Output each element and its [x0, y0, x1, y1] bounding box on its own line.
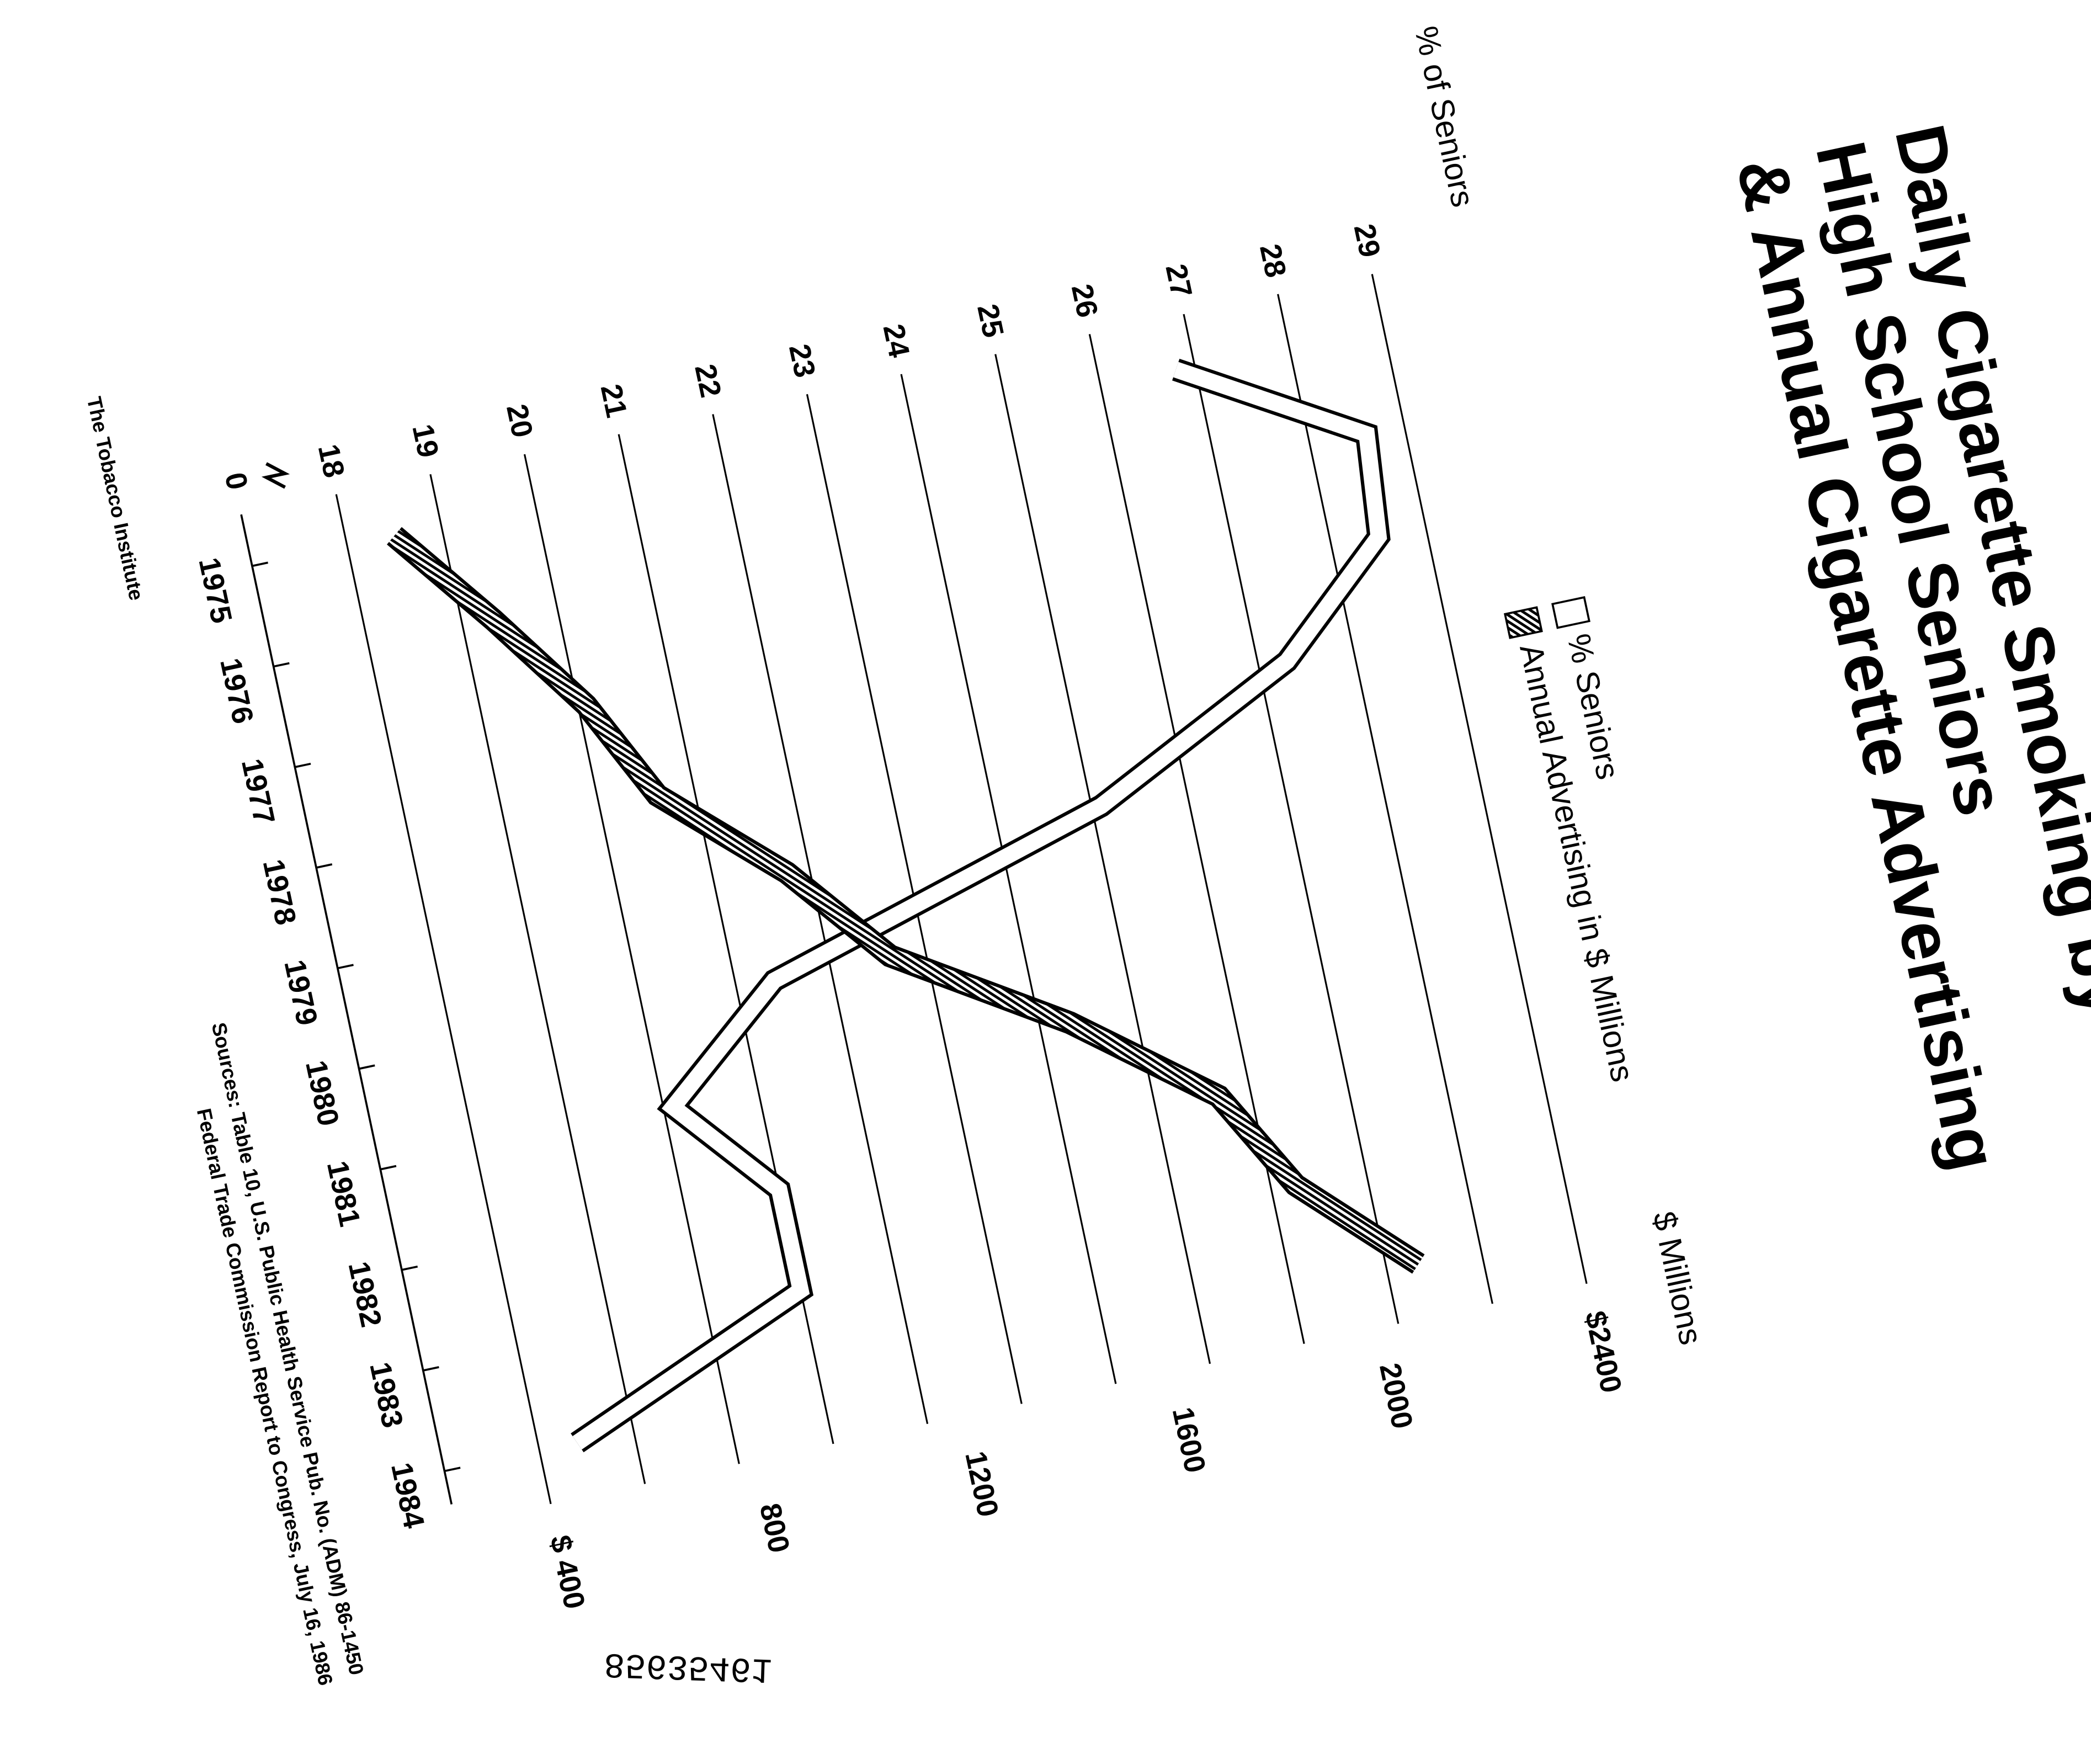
grid-line [1088, 334, 1305, 1344]
y-tick-label: 25 [971, 301, 1010, 341]
x-tick [273, 662, 290, 668]
y-tick-label: 28 [1253, 241, 1292, 280]
x-tick [423, 1366, 439, 1372]
x-axis [240, 514, 453, 1505]
grid-line [1277, 294, 1493, 1304]
grid-line [994, 354, 1211, 1364]
y-tick-label: 24 [877, 321, 916, 360]
x-tick [380, 1165, 397, 1171]
grid-line [523, 454, 740, 1464]
x-tick [316, 863, 333, 869]
y-tick-label: 19 [406, 421, 445, 460]
document-id: 85635461 [603, 1643, 773, 1689]
legend-swatch [1503, 606, 1543, 639]
y-tick-label: 18 [312, 442, 351, 481]
grid-line [712, 414, 929, 1425]
y-tick-label: 26 [1065, 281, 1104, 320]
y-tick-label: 21 [594, 381, 634, 421]
x-tick [444, 1467, 461, 1473]
x-tick [359, 1064, 375, 1070]
y-tick-label: 29 [1348, 221, 1387, 261]
x-tick [401, 1265, 418, 1271]
grid-line [1183, 314, 1400, 1324]
grid-line [1371, 274, 1588, 1284]
y-tick-label: 27 [1159, 261, 1198, 300]
grid-line [335, 494, 552, 1505]
line-fill [389, 529, 1423, 1271]
line-fill [572, 362, 1387, 1450]
y-tick-label: 22 [688, 361, 727, 400]
y-tick-label: 23 [783, 341, 822, 380]
x-tick [337, 964, 354, 970]
x-tick [252, 561, 268, 567]
y-tick-label: 20 [500, 401, 539, 440]
x-tick [294, 762, 311, 768]
legend-swatch [1551, 596, 1590, 629]
grid-line [429, 474, 646, 1484]
axis-break [261, 462, 290, 489]
grid-line [900, 374, 1117, 1384]
